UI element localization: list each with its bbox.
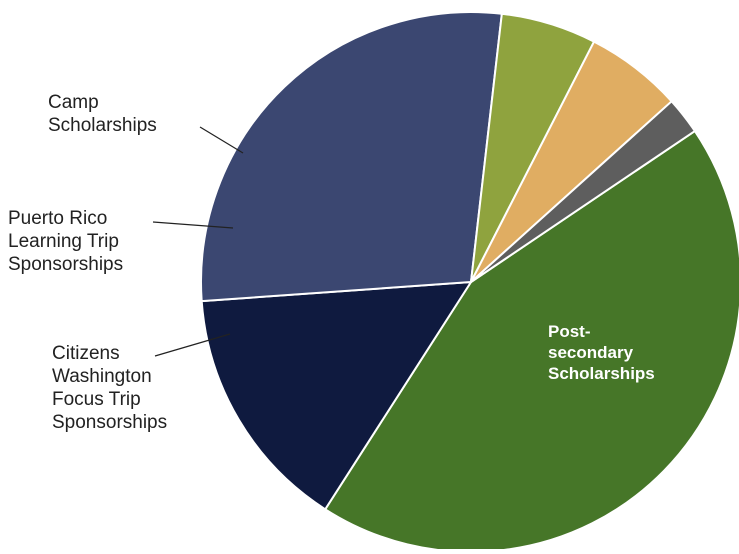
slice-label-citizens-washington-focus-trip-sponsorships: Citizens Washington Focus Trip Sponsorsh… [52,343,168,433]
leader-line-puerto-rico-learning-trip [152,221,234,229]
leader-line-camp-scholarships [199,126,244,154]
pie-slice-6-camp-scholarships [470,100,696,283]
leader-line-citizens-washington-focus-trip [154,333,231,357]
slice-label-post-secondary-scholarships: Post- secondary Scholarships [548,322,655,383]
pie-slice-1-unlabeled [324,130,739,553]
slice-label-puerto-rico-learning-trip-sponsorships: Puerto Rico Learning Trip Sponsorships [8,208,124,275]
slice-label-camp-scholarships: Camp Scholarships [48,92,157,136]
pie-slice-3-unlabeled [200,11,503,303]
pie-slice-2-post-secondary-scholarships [200,281,472,511]
